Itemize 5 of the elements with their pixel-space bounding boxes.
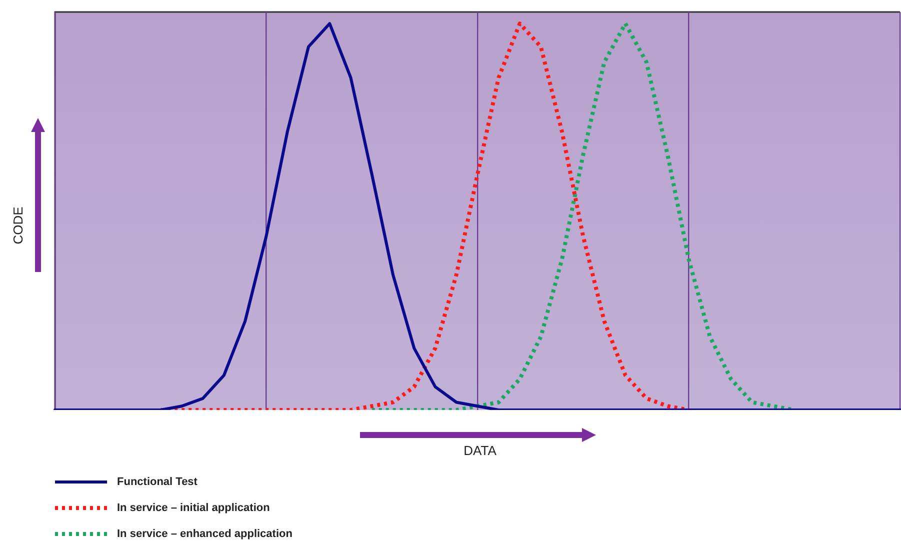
x-axis-title: DATA — [462, 443, 498, 458]
legend-label: In service – initial application — [117, 502, 270, 514]
y-axis-title: CODE — [10, 206, 26, 244]
legend-label: In service – enhanced application — [117, 528, 293, 540]
legend-label: Functional Test — [117, 476, 198, 488]
